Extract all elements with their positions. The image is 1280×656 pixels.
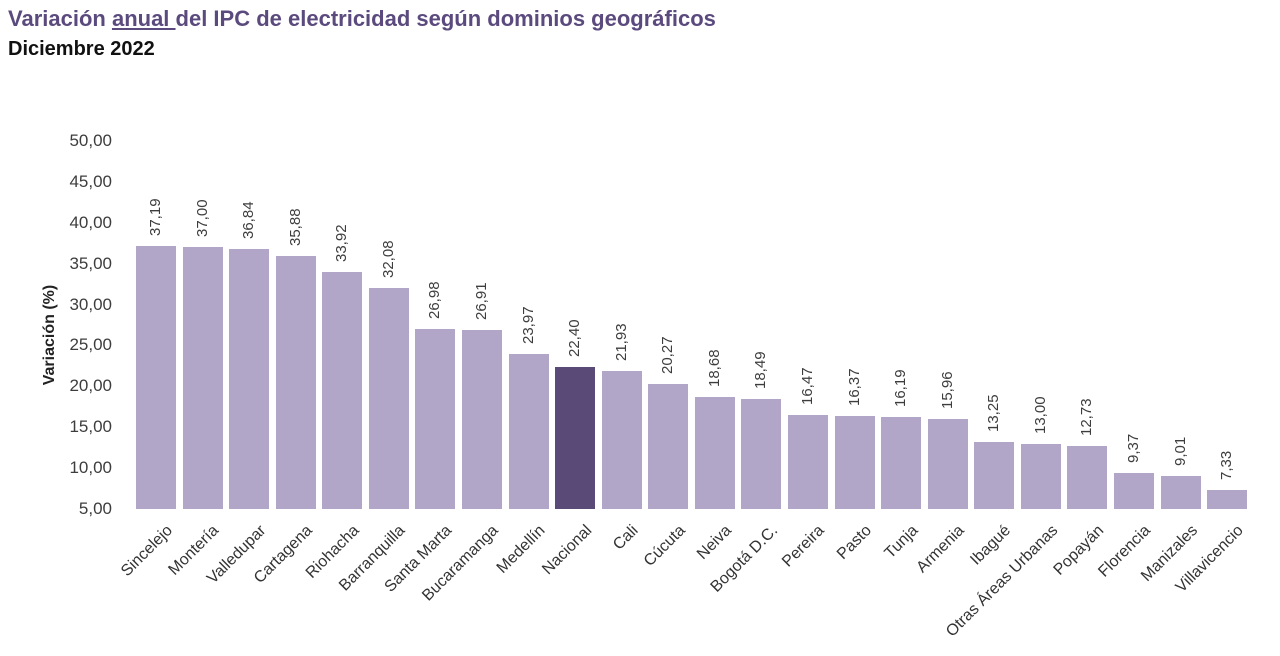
y-tick-50,00: 50,00 <box>69 131 112 150</box>
bar-florencia <box>1113 473 1154 509</box>
bar-cucuta <box>648 384 689 509</box>
y-tick-15,00: 15,00 <box>69 417 112 437</box>
value-label-manizales: 9,01 <box>1171 437 1189 467</box>
chart-title: Variación anual del IPC de electricidad … <box>8 4 1008 34</box>
bar-barranquilla <box>368 287 409 509</box>
title-underlined-word: anual <box>111 6 176 31</box>
x-label-tunja: Tunja <box>881 522 922 562</box>
value-label-santa-marta: 26,98 <box>426 281 444 320</box>
value-label-tunja: 16,19 <box>892 369 910 408</box>
value-label-cucuta: 20,27 <box>659 336 677 375</box>
chart-subtitle: Diciembre 2022 <box>8 38 155 60</box>
bar-valledupar <box>229 248 270 509</box>
value-label-otras-areas-urbanas: 13,00 <box>1031 396 1049 434</box>
x-label-cali: Cali <box>610 522 642 554</box>
bar-bucaramanga <box>461 329 502 509</box>
title-prefix: Variación <box>8 6 112 31</box>
x-label-armenia: Armenia <box>913 522 968 577</box>
bar-tunja <box>881 417 922 509</box>
bar-monteria <box>182 247 223 509</box>
y-tick-30,00: 30,00 <box>69 294 112 314</box>
value-label-cali: 21,93 <box>612 323 630 361</box>
bar-sincelejo <box>136 245 176 509</box>
x-label-sincelejo: Sincelejo <box>118 522 177 580</box>
bar-nacional <box>555 366 596 509</box>
bar-pereira <box>787 415 828 509</box>
value-label-riohacha: 33,92 <box>333 224 351 263</box>
x-label-medellin: Medellín <box>493 522 549 577</box>
bar-ibague <box>974 441 1015 509</box>
value-label-monteria: 37,00 <box>193 199 211 238</box>
title-suffix: del IPC de electricidad según dominios g… <box>175 6 716 31</box>
y-tick-45,00: 45,00 <box>69 171 112 191</box>
header: Variación anual del IPC de electricidad … <box>8 4 1008 62</box>
value-label-popayan: 12,73 <box>1078 398 1096 436</box>
bar-popayan <box>1067 445 1108 509</box>
bar-armenia <box>927 419 968 509</box>
y-tick-35,00: 35,00 <box>69 253 112 273</box>
bar-santa-marta <box>415 329 456 509</box>
x-label-neiva: Neiva <box>693 522 735 563</box>
value-label-villavicencio: 7,33 <box>1218 450 1236 480</box>
value-label-medellin: 23,97 <box>519 306 537 344</box>
value-label-ibague: 13,25 <box>985 393 1003 432</box>
value-label-valledupar: 36,84 <box>240 201 258 239</box>
x-label-pereira: Pereira <box>779 522 829 571</box>
bar-bogota-d-c <box>741 398 782 509</box>
value-label-bucaramanga: 26,91 <box>472 282 490 320</box>
bar-cartagena <box>275 256 316 509</box>
value-label-florencia: 9,37 <box>1124 434 1142 464</box>
value-label-nacional: 22,40 <box>566 319 584 357</box>
value-label-barranquilla: 32,08 <box>379 239 397 278</box>
bar-cali <box>601 370 642 509</box>
y-tick-10,00: 10,00 <box>69 458 112 478</box>
value-label-pereira: 16,47 <box>798 367 816 406</box>
bar-villavicencio <box>1207 489 1248 509</box>
bar-otras-areas-urbanas <box>1020 443 1061 509</box>
y-tick-20,00: 20,00 <box>69 376 112 396</box>
x-label-cucuta: Cúcuta <box>640 522 689 570</box>
y-tick-25,00: 25,00 <box>69 335 112 355</box>
x-label-pasto: Pasto <box>833 522 875 563</box>
y-tick-5,00: 5,00 <box>78 499 112 518</box>
bar-manizales <box>1160 476 1201 509</box>
bar-riohacha <box>322 272 363 509</box>
value-label-pasto: 16,37 <box>845 368 863 407</box>
bar-neiva <box>694 397 735 509</box>
value-label-cartagena: 35,88 <box>286 208 304 247</box>
value-label-sincelejo: 37,19 <box>147 198 164 236</box>
y-tick-40,00: 40,00 <box>69 212 112 232</box>
value-label-bogota-d-c: 18,49 <box>752 351 770 389</box>
bar-pasto <box>834 416 875 509</box>
value-label-neiva: 18,68 <box>705 349 723 388</box>
value-label-armenia: 15,96 <box>938 371 956 410</box>
bar-medellin <box>508 353 549 509</box>
x-label-nacional: Nacional <box>539 522 596 579</box>
